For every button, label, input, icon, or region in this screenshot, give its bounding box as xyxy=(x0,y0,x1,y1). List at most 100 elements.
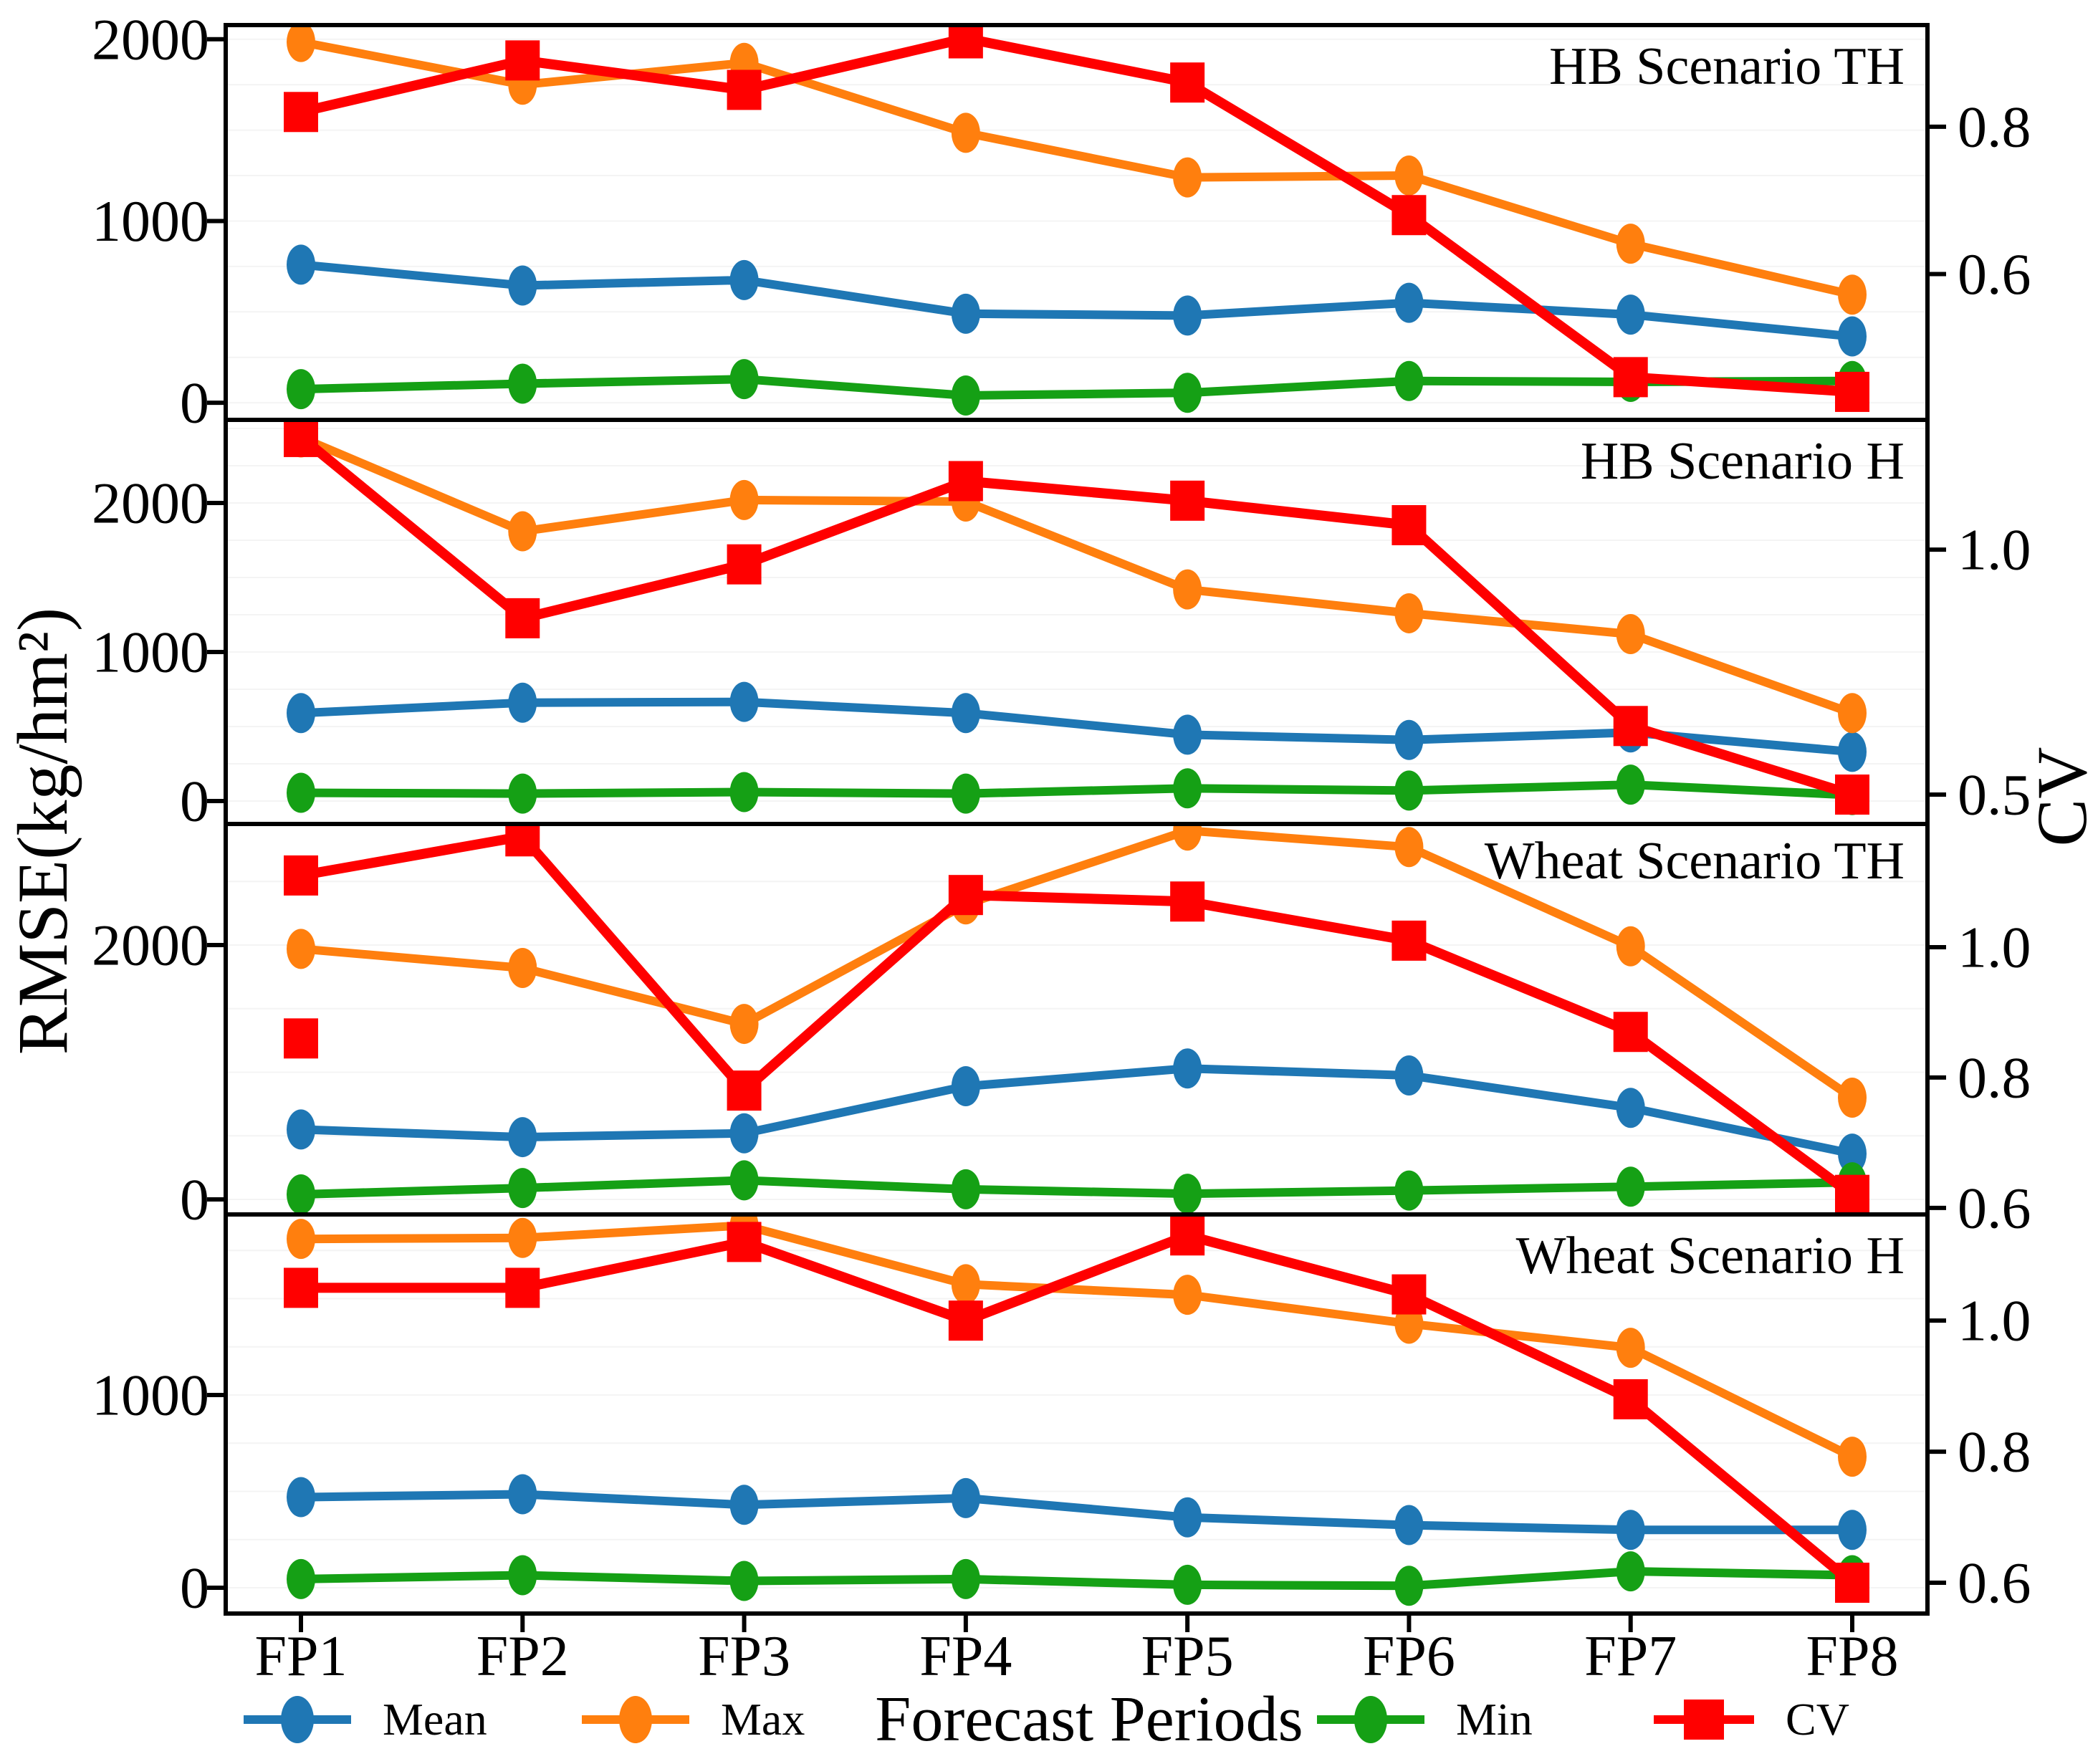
marker xyxy=(951,293,980,334)
marker xyxy=(287,1477,315,1518)
marker xyxy=(287,1219,315,1260)
marker xyxy=(1170,62,1205,103)
marker xyxy=(951,375,980,416)
legend-label: Min xyxy=(1456,1694,1533,1745)
marker xyxy=(287,1174,315,1214)
marker xyxy=(1835,774,1869,815)
marker xyxy=(729,1004,759,1045)
legend-item-cv: CV xyxy=(1654,1684,1849,1755)
marker xyxy=(284,1267,318,1308)
marker xyxy=(951,693,980,734)
marker xyxy=(284,420,318,457)
panel-title-wheat-th: Wheat Scenario TH xyxy=(1484,832,1905,891)
legend-item-max: Max xyxy=(582,1684,805,1755)
x-tick-label: FP3 xyxy=(698,1625,790,1688)
marker xyxy=(1616,926,1645,967)
marker xyxy=(1173,1564,1202,1605)
marker xyxy=(1394,1170,1424,1211)
marker xyxy=(1835,1174,1869,1214)
legend-label: CV xyxy=(1786,1694,1849,1745)
marker xyxy=(1838,274,1867,315)
series-line-min xyxy=(297,375,1857,400)
marker xyxy=(505,824,540,857)
marker xyxy=(1613,1012,1648,1053)
marker xyxy=(951,112,980,153)
cv-tick-label: 1.0 xyxy=(1958,914,2031,979)
series-line-max xyxy=(297,433,1857,718)
marker xyxy=(729,1561,759,1601)
series-line-max xyxy=(297,1221,1857,1462)
marker xyxy=(508,1117,537,1158)
panel-3-series xyxy=(284,824,1869,1214)
marker xyxy=(1392,920,1427,961)
series-line-mean xyxy=(297,1490,1857,1535)
series-line-min xyxy=(297,1176,1857,1199)
marker xyxy=(287,25,315,62)
marker xyxy=(287,929,315,969)
cv-tick-label: 0.5 xyxy=(1958,762,2031,827)
marker xyxy=(1835,1563,1869,1604)
marker xyxy=(287,369,315,410)
panel-title-hb-h: HB Scenario H xyxy=(1580,432,1905,491)
marker xyxy=(1616,614,1645,655)
x-tick-label: FP1 xyxy=(255,1625,348,1688)
panel-title-hb-th: HB Scenario TH xyxy=(1549,37,1905,96)
panel-4-series xyxy=(284,1214,1869,1606)
series-line-max xyxy=(297,37,1857,299)
x-tick-label: FP4 xyxy=(919,1625,1012,1688)
marker xyxy=(505,598,540,638)
marker xyxy=(508,1168,537,1209)
y-tick-label: 0 xyxy=(180,1167,209,1232)
marker xyxy=(508,1555,537,1596)
x-tick-label: FP6 xyxy=(1363,1625,1455,1688)
marker xyxy=(1613,357,1648,398)
marker xyxy=(1392,1274,1427,1315)
marker xyxy=(1838,1078,1867,1118)
cv-tick-label: 0.6 xyxy=(1958,1175,2031,1240)
marker xyxy=(948,875,983,916)
marker xyxy=(1616,224,1645,264)
marker xyxy=(948,1300,983,1341)
y-tick-label: 0 xyxy=(180,370,209,436)
marker xyxy=(1616,764,1645,805)
marker xyxy=(1394,827,1424,868)
marker xyxy=(508,511,537,552)
marker xyxy=(508,1474,537,1515)
marker xyxy=(1173,1174,1202,1214)
series-line-mean xyxy=(297,697,1857,757)
mean-line-circle-icon xyxy=(244,1684,351,1755)
marker xyxy=(508,363,537,404)
y-tick-label: 1000 xyxy=(92,188,209,254)
marker xyxy=(1394,593,1424,633)
marker xyxy=(948,461,983,502)
marker xyxy=(284,855,318,896)
cv-tick-label: 1.0 xyxy=(1958,517,2031,583)
series-line-max xyxy=(297,826,1857,1102)
marker xyxy=(729,359,759,400)
cv-tick-label: 0.8 xyxy=(1958,94,2031,159)
cv-tick-label: 0.6 xyxy=(1958,1550,2031,1616)
series-line-cv xyxy=(296,831,1857,1200)
legend: Mean Max Min CV xyxy=(0,1684,2098,1755)
marker xyxy=(1173,295,1202,336)
marker xyxy=(1173,373,1202,413)
marker xyxy=(1173,824,1202,851)
cv-axis-label: CV xyxy=(2022,747,2098,847)
series-line-min xyxy=(297,1567,1857,1591)
cv-line-square-icon xyxy=(1654,1684,1754,1755)
marker xyxy=(1392,504,1427,545)
legend-item-mean: Mean xyxy=(244,1684,487,1755)
marker xyxy=(1394,1055,1424,1096)
marker xyxy=(508,947,537,988)
marker xyxy=(1616,294,1645,335)
marker xyxy=(1838,732,1867,772)
marker xyxy=(727,69,762,110)
marker xyxy=(287,1558,315,1599)
marker xyxy=(729,1113,759,1154)
marker xyxy=(284,1018,318,1059)
y-tick-label: 2000 xyxy=(92,6,209,72)
marker xyxy=(1392,195,1427,236)
x-tick-label: FP7 xyxy=(1584,1625,1677,1688)
marker xyxy=(1613,1379,1648,1419)
